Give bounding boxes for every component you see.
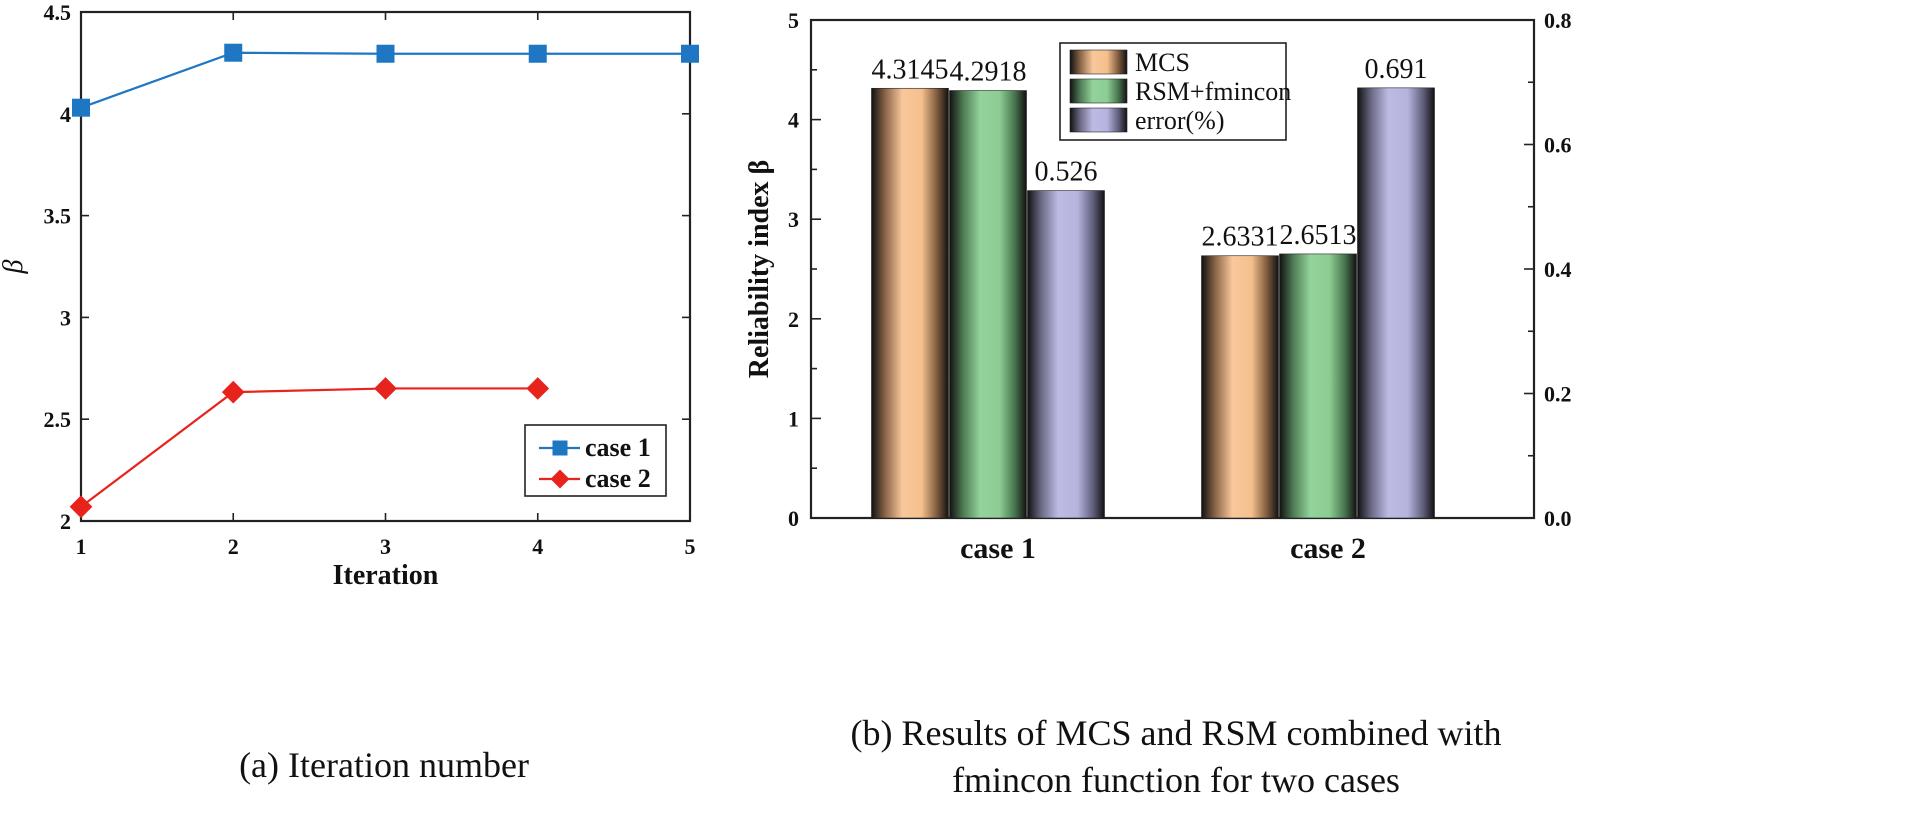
- y2-tick-label: 0.4: [1544, 257, 1572, 282]
- legend-swatch-3: [1069, 107, 1128, 133]
- bar-2-1: [1201, 255, 1279, 519]
- bar-2-2: [1279, 253, 1357, 519]
- y2-tick-label: 0.8: [1544, 8, 1572, 33]
- data-point-1-2: [224, 43, 243, 62]
- y-axis-title: Reliability index β: [744, 160, 775, 379]
- x-tick-label: 1: [76, 534, 87, 559]
- y-tick-label: 0: [788, 506, 799, 531]
- legend-label-2: case 2: [585, 464, 651, 493]
- reliability-bar-chart: 0 1 2 3 4 5 0.0 0.2 0.4 0.6 0.8 Reliability index β…: [744, 8, 1572, 800]
- y-tick-label: 2: [60, 509, 71, 534]
- bar-2-3: [1357, 87, 1435, 519]
- y-tick-label: 2: [788, 307, 799, 332]
- bar-label-1-3: 0.526: [1035, 157, 1098, 188]
- y2-tick-label: 0.2: [1544, 382, 1572, 407]
- data-point-1-1: [72, 98, 90, 117]
- legend-swatch-2: [1069, 78, 1128, 104]
- bar-1-3: [1027, 190, 1105, 519]
- category-label-1: case 1: [960, 532, 1036, 565]
- data-point-2-2: [221, 380, 245, 404]
- y-tick-label: 3.5: [44, 204, 72, 229]
- data-point-1-5: [681, 44, 699, 63]
- legend-box: [524, 424, 667, 497]
- data-point-2-3: [374, 377, 397, 400]
- legend-label-2: RSM+fmincon: [1135, 77, 1291, 106]
- legend-label-1: case 1: [585, 433, 651, 462]
- x-tick-label: 2: [228, 534, 239, 559]
- bar-1-2: [949, 90, 1027, 519]
- caption-b-line-1: (b) Results of MCS and RSM combined with: [850, 713, 1501, 753]
- bar-label-2-2: 2.6513: [1280, 220, 1357, 251]
- caption-a: (a) Iteration number: [239, 745, 529, 785]
- y-tick-label: 3: [788, 207, 799, 232]
- bar-label-1-1: 4.3145: [872, 54, 949, 85]
- bar-label-2-1: 2.6331: [1202, 222, 1279, 253]
- legend-marker-2: [550, 469, 570, 489]
- legend-swatch-1: [1069, 49, 1128, 75]
- caption-b-line-2: fmincon function for two cases: [952, 760, 1400, 800]
- data-point-1-4: [528, 44, 547, 63]
- y-tick-label: 3: [60, 305, 71, 330]
- y-axis-title: β: [0, 259, 29, 274]
- y-tick-label: 4: [788, 108, 799, 133]
- bar-label-1-2: 4.2918: [950, 57, 1027, 88]
- x-axis-title: Iteration: [333, 560, 439, 591]
- y-tick-label: 5: [788, 8, 799, 33]
- bar-label-2-3: 0.691: [1365, 54, 1428, 85]
- data-point-2-4: [526, 377, 550, 400]
- y-tick-label: 1: [788, 406, 799, 431]
- x-tick-label: 4: [532, 534, 543, 559]
- data-point-2-1: [69, 495, 93, 519]
- x-tick-label: 3: [380, 534, 391, 559]
- legend-marker-1: [552, 440, 568, 456]
- legend-label-3: error(%): [1135, 106, 1225, 135]
- data-point-1-3: [376, 44, 395, 63]
- x-tick-label: 5: [685, 534, 696, 559]
- y2-tick-label: 0.0: [1544, 506, 1572, 531]
- category-label-2: case 2: [1290, 532, 1366, 565]
- y-tick-label: 2.5: [44, 407, 72, 432]
- series-line-2: [80, 387, 538, 508]
- y-tick-label: 4.5: [44, 0, 72, 25]
- legend-label-1: MCS: [1135, 48, 1190, 77]
- y-tick-label: 4: [60, 102, 71, 127]
- y2-tick-label: 0.6: [1544, 133, 1572, 158]
- bar-1-1: [871, 87, 949, 519]
